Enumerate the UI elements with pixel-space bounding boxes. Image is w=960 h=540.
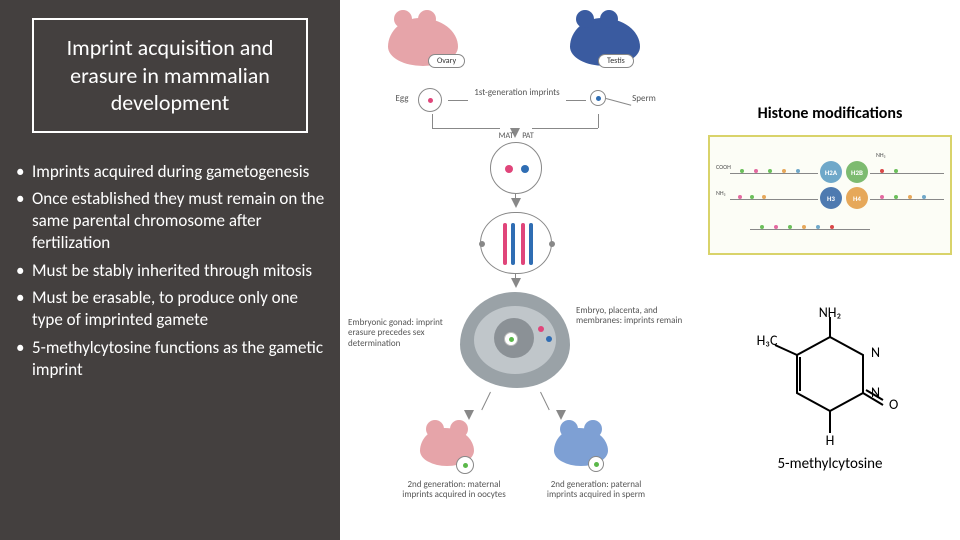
ovary-label: Ovary (437, 56, 456, 66)
n-label: N (871, 344, 880, 361)
egg-cell-icon (418, 88, 442, 112)
slide-title: Imprint acquisition and erasure in mamma… (67, 34, 274, 116)
bullet-text: Must be erasable, to produce only one ty… (32, 287, 298, 330)
methylcytosine-structure: NH₂ H₃C N N O H (755, 307, 905, 447)
gen1-label: 1st-generation imprints (472, 88, 562, 98)
sperm-offspring-icon (588, 456, 604, 472)
bullet-list: Imprints acquired during gametogenesis O… (12, 161, 328, 387)
methylcytosine-caption: 5-methylcytosine (777, 455, 882, 473)
bullet-text: 5-methylcytosine functions as the gameti… (32, 337, 323, 380)
bullet-item: Once established they must remain on the… (16, 188, 328, 253)
arrow-down-icon (556, 410, 566, 420)
h3c-label: H₃C (757, 332, 778, 349)
histone-modifications-figure: H2A H2B H3 H4 NH₂ COOH NH₂ (708, 135, 952, 255)
nh2-label: NH₂ (819, 307, 842, 321)
gen2-maternal-label: 2nd generation: maternal imprints acquir… (394, 480, 514, 501)
testis-label-bubble: Testis (598, 54, 634, 68)
bullet-item: 5-methylcytosine functions as the gameti… (16, 337, 328, 381)
h-label: H (826, 432, 835, 447)
ovary-label-bubble: Ovary (428, 54, 465, 68)
embryo-membranes-label: Embryo, placenta, and membranes: imprint… (576, 306, 686, 327)
arrow-down-icon (511, 198, 521, 208)
mitotic-cell-icon (480, 212, 552, 274)
bullet-item: Must be erasable, to produce only one ty… (16, 287, 328, 331)
arrow-down-icon (464, 410, 474, 420)
mat-label: MAT (496, 132, 516, 141)
bullet-text: Must be stably inherited through mitosis (32, 260, 312, 281)
sperm-cell-icon (590, 90, 606, 106)
histone-heading: Histone modifications (758, 104, 903, 123)
gen2-paternal-label: 2nd generation: paternal imprints acquir… (536, 480, 656, 501)
bullet-text: Once established they must remain on the… (32, 188, 324, 253)
slide-title-box: Imprint acquisition and erasure in mamma… (32, 18, 308, 133)
arrow-down-icon (511, 278, 521, 288)
bullet-item: Imprints acquired during gametogenesis (16, 161, 328, 183)
zygote-cell-icon (490, 142, 542, 194)
testis-label: Testis (607, 56, 625, 66)
n-label: N (871, 384, 880, 401)
pat-label: PAT (518, 132, 538, 141)
sperm-label: Sperm (626, 94, 662, 104)
embryo-icon (460, 292, 570, 388)
o-label: O (889, 396, 898, 413)
bullet-text: Imprints acquired during gametogenesis (32, 161, 309, 182)
embryonic-gonad-label: Embryonic gonad: imprint erasure precede… (348, 318, 456, 349)
imprint-cycle-diagram: Ovary Testis Egg 1st-generation imprints… (340, 0, 700, 540)
bullet-item: Must be stably inherited through mitosis (16, 260, 328, 282)
left-text-panel: Imprint acquisition and erasure in mamma… (0, 0, 340, 540)
right-panel: Histone modifications H2A H2B H3 H4 (700, 0, 960, 540)
oocyte-icon (456, 456, 474, 474)
egg-label: Egg (390, 94, 414, 104)
